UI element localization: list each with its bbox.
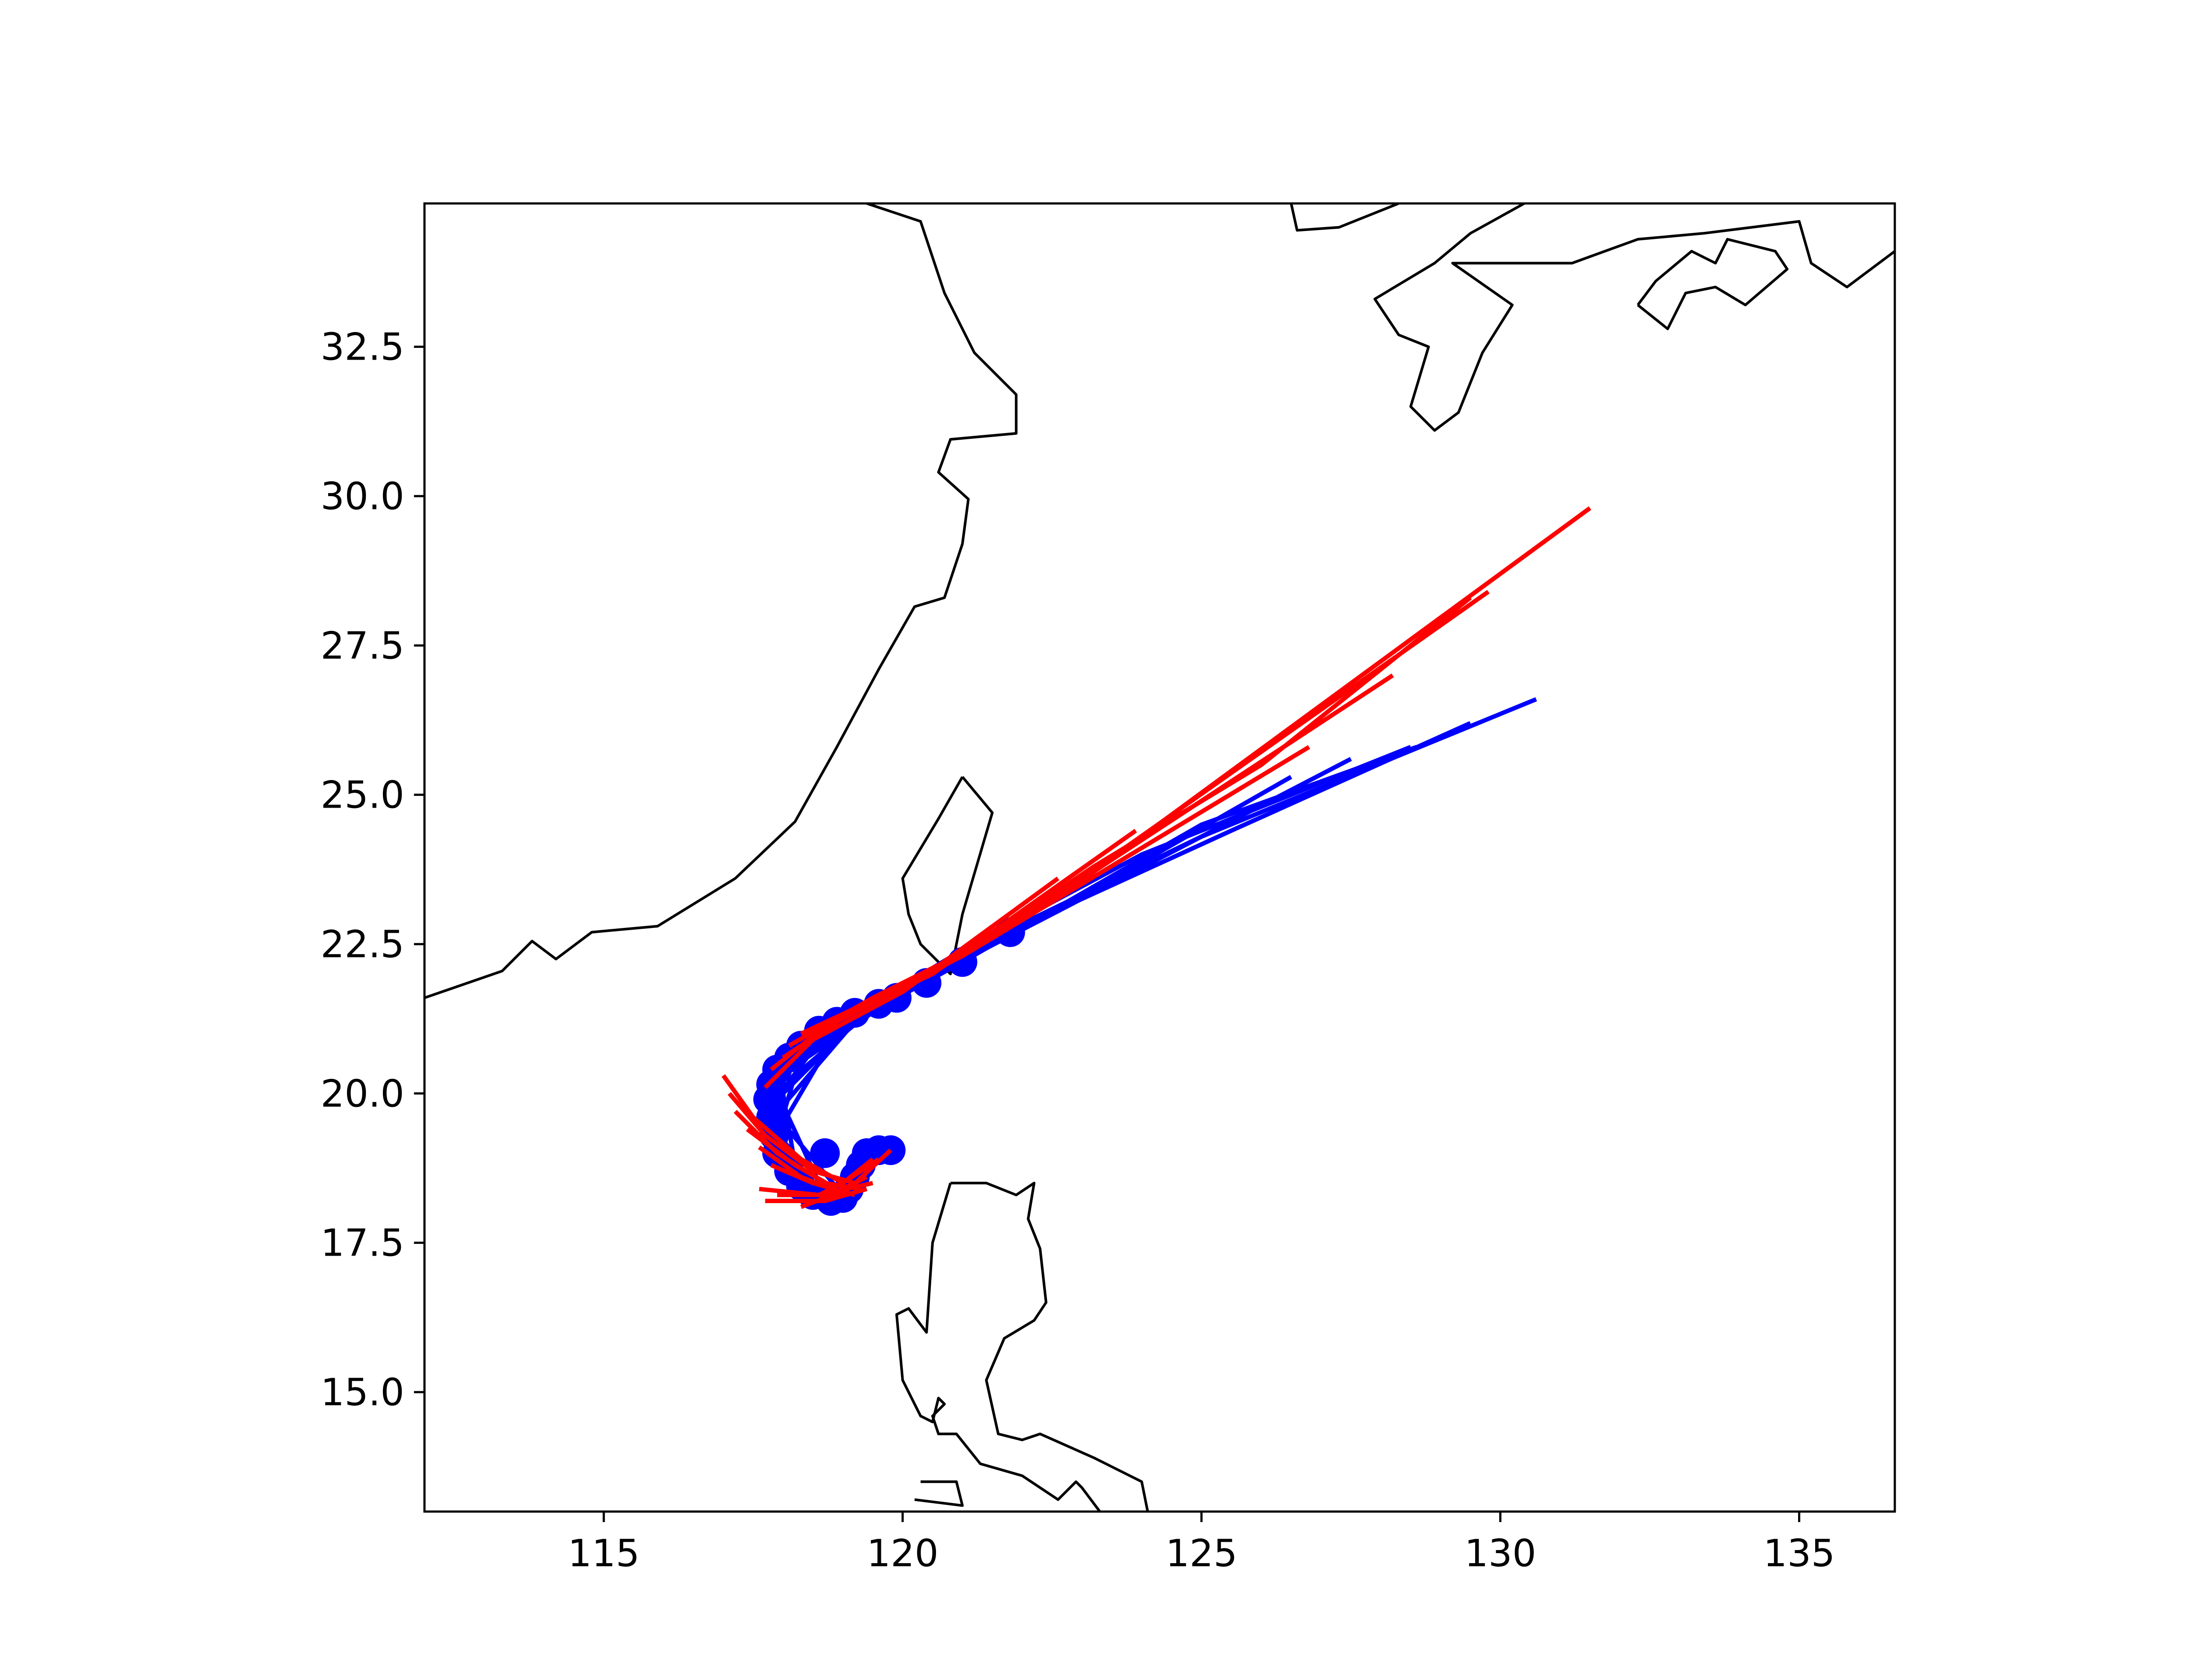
y-tick-label: 15.0 — [321, 1371, 404, 1414]
axes-frame — [423, 202, 1896, 1513]
predicted-forecast-line-1 — [727, 1092, 856, 1185]
observed-track-point-27 — [810, 1138, 840, 1168]
y-tick-label: 22.5 — [321, 923, 404, 966]
coastline-layer — [424, 203, 1895, 1512]
coastline-6 — [895, 1183, 1101, 1512]
x-axis: 115 120 125 130 135 — [568, 1512, 1835, 1575]
y-tick-label: 27.5 — [321, 624, 404, 668]
predicted-forecast-line-17 — [836, 596, 1472, 1024]
predicted-forecast-line-10 — [800, 1148, 892, 1209]
x-tick-label: 125 — [1166, 1532, 1238, 1575]
coastline-4 — [901, 776, 994, 976]
y-tick-label: 32.5 — [321, 326, 404, 369]
predicted-forecast-line-11 — [763, 876, 1059, 1089]
coastline-0 — [424, 203, 1018, 999]
y-tick-label: 17.5 — [321, 1222, 404, 1265]
x-tick-label: 120 — [867, 1532, 939, 1575]
predicted-forecast-line-3 — [746, 1127, 838, 1191]
y-tick-label: 20.0 — [321, 1072, 404, 1116]
coastline-5 — [950, 1182, 1149, 1512]
y-axis: 15.0 17.5 20.0 22.5 25.0 27.5 30.0 32.5 — [321, 326, 424, 1414]
coastline-2 — [1373, 203, 1895, 432]
y-tick-label: 25.0 — [321, 774, 404, 817]
plot-area — [424, 203, 1895, 1512]
predicted-forecast-line-9 — [818, 1157, 874, 1197]
predicted-track-layer — [721, 506, 1592, 1209]
coastline-3 — [1637, 238, 1789, 330]
coastline-7 — [914, 1480, 964, 1507]
x-tick-label: 115 — [568, 1532, 640, 1575]
x-tick-label: 135 — [1763, 1532, 1835, 1575]
coastline-1 — [1290, 203, 1399, 232]
predicted-forecast-line-7 — [765, 1186, 868, 1203]
y-tick-label: 30.0 — [321, 475, 404, 518]
x-tick-label: 130 — [1464, 1532, 1536, 1575]
